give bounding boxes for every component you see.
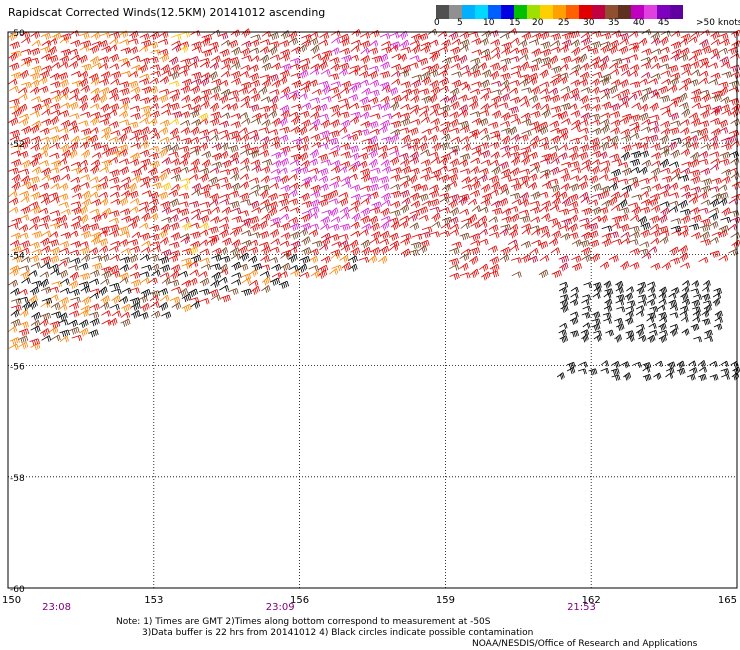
colorbar-swatch: [566, 5, 579, 19]
colorbar-swatch: [605, 5, 618, 19]
longitude-tick-label: 162: [582, 595, 601, 606]
latitude-tick-label: -50: [10, 29, 25, 39]
credit-line: NOAA/NESDIS/Office of Research and Appli…: [472, 639, 698, 649]
colorbar-label: >50 knots: [696, 18, 740, 28]
latitude-tick-label: -58: [10, 474, 25, 484]
colorbar-label: 10: [483, 18, 495, 28]
colorbar-swatch: [501, 5, 514, 19]
note-line-2: 3)Data buffer is 22 hrs from 20141012 4)…: [142, 628, 534, 638]
colorbar-swatch: [553, 5, 566, 19]
colorbar-swatch: [670, 5, 683, 19]
latitude-tick-label: -60: [10, 585, 25, 595]
barb-group: [161, 31, 209, 255]
note-line-1: Note: 1) Times are GMT 2)Times along bot…: [116, 617, 491, 627]
colorbar-swatch: [657, 5, 670, 19]
latitude-tick-label: -54: [10, 251, 25, 261]
latitude-tick-label: -56: [10, 363, 25, 373]
colorbar-swatch: [449, 5, 462, 19]
colorbar-label: 0: [434, 18, 440, 28]
colorbar-swatch: [514, 5, 527, 19]
map-frame: [7, 31, 738, 589]
barb-group: [10, 137, 740, 382]
colorbar-label: 30: [583, 18, 595, 28]
colorbar-swatch: [462, 5, 475, 19]
swath-time-label: 21:53: [567, 602, 596, 613]
barb-group: [161, 30, 740, 272]
colorbar-swatch: [631, 5, 644, 19]
colorbar-swatch: [488, 5, 501, 19]
longitude-tick-label: 165: [718, 595, 737, 606]
colorbar-swatch: [540, 5, 553, 19]
longitude-tick-label: 153: [144, 595, 163, 606]
colorbar-label: 25: [558, 18, 570, 28]
longitude-tick-label: 159: [436, 595, 455, 606]
colorbar-swatch: [527, 5, 540, 19]
colorbar-label: 35: [608, 18, 620, 28]
swath-time-label: 23:09: [266, 602, 295, 613]
colorbar-swatch: [592, 5, 605, 19]
wind-speed-colorbar: [436, 5, 683, 19]
longitude-tick-label: 156: [290, 595, 309, 606]
colorbar-labels: 0 5 10 15 20 25 30 35 40 45 >50 knots: [430, 18, 740, 32]
colorbar-label: 5: [457, 18, 463, 28]
map-title: Rapidscat Corrected Winds(12.5KM) 201410…: [8, 6, 326, 19]
colorbar-label: 45: [658, 18, 670, 28]
barb-group: [270, 30, 420, 232]
colorbar-swatch: [475, 5, 488, 19]
swath-time-label: 23:08: [42, 602, 71, 613]
colorbar-swatch: [436, 5, 449, 19]
colorbar-label: 20: [532, 18, 544, 28]
wind-barbs: [7, 28, 740, 382]
barb-group: [7, 30, 388, 351]
colorbar-swatch: [579, 5, 592, 19]
colorbar-label: 40: [633, 18, 645, 28]
longitude-tick-label: 150: [2, 595, 21, 606]
barb-group: [8, 28, 740, 344]
colorbar-swatch: [644, 5, 657, 19]
colorbar-label: 15: [509, 18, 521, 28]
colorbar-swatch: [618, 5, 631, 19]
barb-group: [7, 28, 740, 346]
latitude-tick-label: -52: [10, 140, 25, 150]
